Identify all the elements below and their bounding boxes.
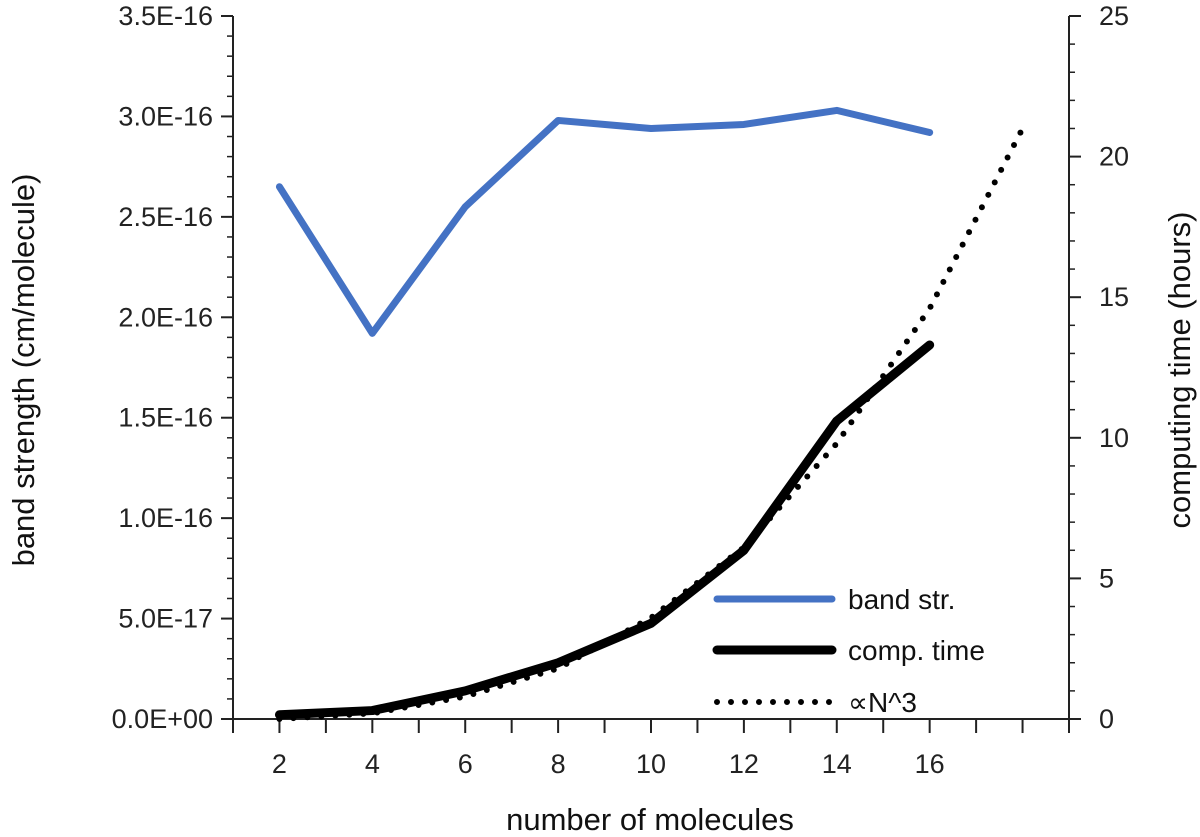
tick-labels: 0.0E+00 5.0E-17 1.0E-16 1.5E-16 2.0E-16 2.5E-… [112,1,1129,779]
y2-tick-label: 5 [1099,563,1114,593]
y-tick-label: 3.0E-16 [118,101,213,131]
y2-tick-label: 10 [1099,423,1129,453]
y-tick-label: 2.5E-16 [118,202,213,232]
y-tick-label: 1.5E-16 [118,403,213,433]
legend: band str. comp. time ∝N^3 [712,584,985,718]
x-tick-label: 8 [551,749,566,779]
series-layer [274,106,1026,722]
y-tick-label: 0.0E+00 [112,704,213,734]
x-tick-label: 6 [458,749,473,779]
y-tick-label: 5.0E-17 [118,604,213,634]
legend-item-band-strength-label: band str. [848,584,955,615]
axes [221,15,1081,733]
legend-item-n-cubed-label: ∝N^3 [848,687,917,718]
band-strength-line [275,106,934,337]
y2-tick-label: 15 [1099,282,1129,312]
y2-axis-title: computing time (hours) [1162,211,1197,528]
computing-time-line [274,340,935,720]
x-tick-label: 12 [729,749,759,779]
y-tick-label: 1.0E-16 [118,503,213,533]
x-tick-label: 4 [365,749,380,779]
x-tick-label: 10 [636,749,666,779]
y2-tick-label: 20 [1099,142,1129,172]
y-tick-label: 2.0E-16 [118,302,213,332]
y2-tick-label: 25 [1099,1,1129,31]
x-tick-label: 14 [822,749,852,779]
x-tick-label: 16 [915,749,945,779]
x-axis-title: number of molecules [506,802,794,837]
legend-item-comp-time-label: comp. time [848,635,985,666]
n-cubed-fit-line [276,125,1026,722]
x-tick-label: 2 [272,749,287,779]
y-tick-label: 3.5E-16 [118,1,213,31]
y2-tick-label: 0 [1099,704,1114,734]
y-axis-title: band strength (cm/molecule) [6,174,41,567]
